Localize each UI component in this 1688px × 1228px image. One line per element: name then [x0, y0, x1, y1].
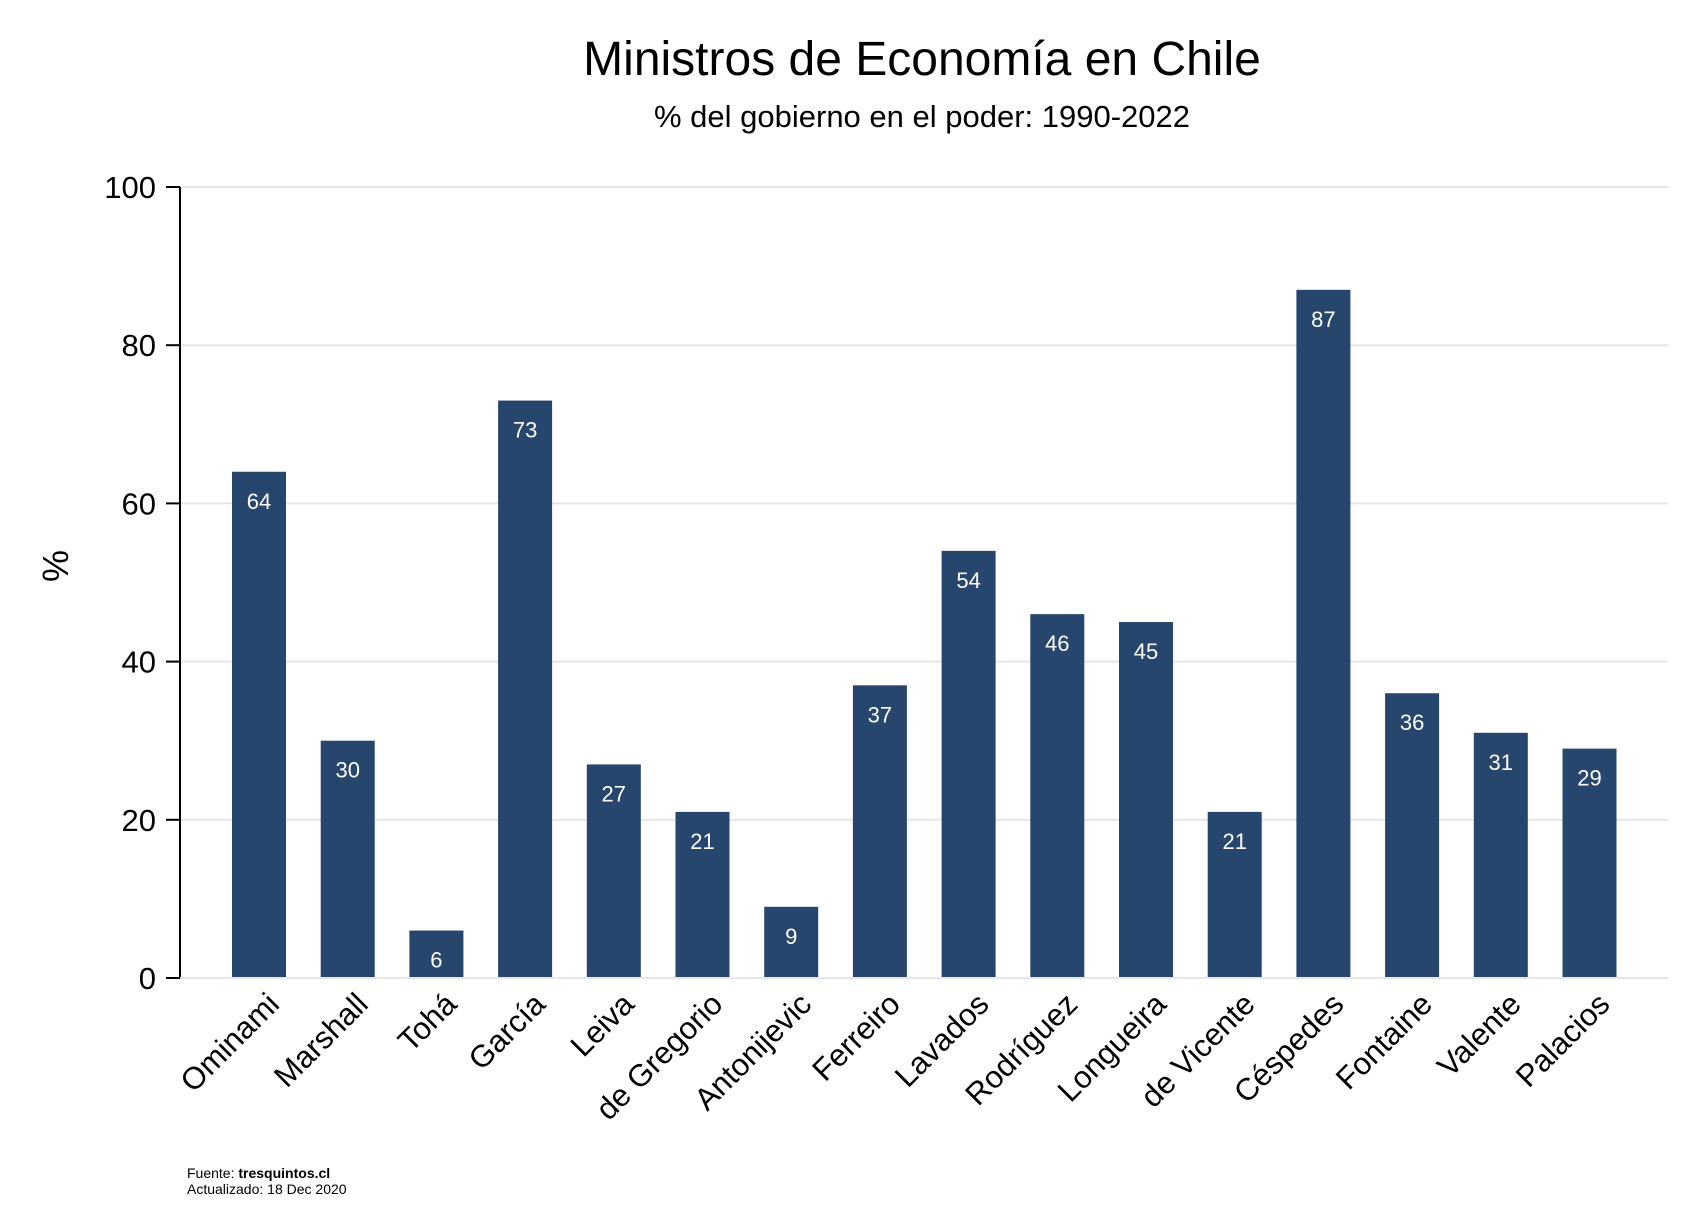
data-label: 45 [1134, 639, 1158, 664]
data-label: 31 [1489, 750, 1513, 775]
source-line: Fuente: tresquintos.cl [187, 1165, 347, 1181]
gridlines [180, 186, 1668, 979]
footer-note: Fuente: tresquintos.cl Actualizado: 18 D… [187, 1165, 347, 1197]
data-label: 36 [1400, 710, 1424, 735]
x-tick-label: Leiva [564, 986, 642, 1064]
y-tick-label: 100 [104, 170, 156, 205]
y-axis: 0 20 40 60 80 100 [104, 170, 1668, 996]
data-label: 9 [785, 924, 797, 949]
y-tick-label: 60 [122, 486, 156, 521]
data-label: 73 [513, 418, 537, 443]
x-tick-label: García [462, 986, 553, 1077]
bar-6 [764, 906, 819, 978]
x-tick-label: Fontaine [1329, 986, 1439, 1096]
source-name: tresquintos.cl [238, 1165, 331, 1181]
bar-5 [675, 811, 730, 978]
data-label: 27 [602, 781, 626, 806]
y-axis-label: % [35, 550, 76, 582]
data-label: 64 [247, 489, 271, 514]
bar-14 [1473, 732, 1528, 978]
bar-1 [320, 740, 375, 978]
x-tick-label: Tohá [391, 986, 464, 1059]
data-label: 46 [1045, 631, 1069, 656]
bar-13 [1385, 693, 1440, 978]
y-tick-label: 40 [122, 645, 156, 680]
y-tick-label: 80 [122, 328, 156, 363]
y-tick-label: 0 [139, 961, 156, 996]
data-label: 29 [1577, 766, 1601, 791]
bar-0 [232, 471, 286, 978]
source-prefix: Fuente: [187, 1165, 239, 1181]
data-label: 37 [868, 702, 892, 727]
bar-7 [852, 685, 907, 978]
data-label: 6 [430, 948, 442, 973]
bar-3 [498, 400, 553, 978]
bar-10 [1119, 622, 1173, 978]
data-label: 21 [690, 829, 714, 854]
bar-8 [941, 550, 996, 978]
bar-15 [1562, 748, 1617, 978]
bar-4 [586, 764, 641, 978]
bar-9 [1030, 614, 1085, 978]
bar-12 [1296, 289, 1351, 979]
x-tick-label: Palacios [1509, 986, 1617, 1094]
data-label: 30 [335, 758, 359, 783]
data-label: 87 [1311, 307, 1335, 332]
data-label: 21 [1222, 829, 1246, 854]
data-label: 54 [956, 568, 980, 593]
y-tick-label: 20 [122, 803, 156, 838]
chart-subtitle: % del gobierno en el poder: 1990-2022 [654, 99, 1190, 134]
bar-11 [1207, 811, 1262, 978]
bars: 64 30 6 73 27 21 9 37 54 46 45 21 87 36 31 29 [232, 289, 1617, 979]
bar-2 [409, 930, 464, 978]
updated-line: Actualizado: 18 Dec 2020 [187, 1181, 347, 1197]
x-tick-label: Marshall [267, 986, 375, 1094]
chart-title: Ministros de Economía en Chile [583, 33, 1261, 86]
x-tick-label: Ominami [174, 986, 286, 1098]
